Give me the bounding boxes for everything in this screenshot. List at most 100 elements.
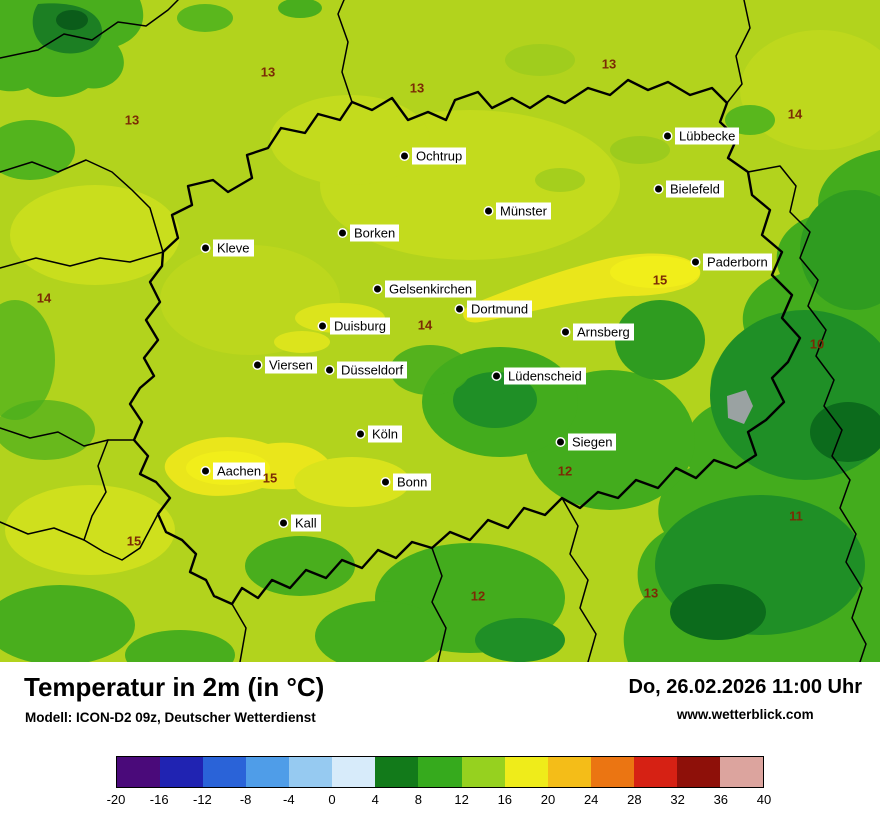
city-dot bbox=[254, 361, 261, 369]
temp-value-label: 11 bbox=[789, 508, 803, 524]
temp-value-label: 12 bbox=[470, 588, 486, 604]
city-dot bbox=[357, 430, 364, 438]
website-url: www.wetterblick.com bbox=[676, 707, 814, 722]
map-overlay: Ochtrup Lübbecke Bielefeld Münster Borken Kle… bbox=[36, 56, 825, 604]
city-marker-ochtrup: Ochtrup bbox=[401, 147, 467, 165]
legend-tick-label: -8 bbox=[239, 792, 252, 807]
city-dot bbox=[374, 285, 381, 293]
border-belgium-3 bbox=[0, 513, 159, 561]
legend-color-segment bbox=[676, 757, 720, 787]
city-marker-dortmund: Dortmund bbox=[456, 300, 533, 318]
city-dot bbox=[202, 244, 209, 252]
city-marker-d-sseldorf: Düsseldorf bbox=[326, 361, 408, 379]
map-section: Ochtrup Lübbecke Bielefeld Münster Borken Kle… bbox=[0, 0, 880, 662]
city-dot bbox=[562, 328, 569, 336]
city-marker-arnsberg: Arnsberg bbox=[562, 323, 634, 341]
city-dot bbox=[339, 229, 346, 237]
temp-value-label: 15 bbox=[126, 533, 142, 549]
legend-tick-label: 24 bbox=[583, 792, 599, 807]
city-dot bbox=[401, 152, 408, 160]
temp-value-label: 13 bbox=[601, 56, 617, 72]
legend-tick-label: -16 bbox=[149, 792, 169, 807]
city-label: Düsseldorf bbox=[337, 361, 408, 379]
legend-tick-label: 16 bbox=[497, 792, 513, 807]
temp-value-label: 14 bbox=[417, 317, 433, 333]
legend-tick-label: 0 bbox=[328, 792, 336, 807]
city-label: Münster bbox=[496, 202, 551, 220]
temp-value-label: 13 bbox=[260, 64, 276, 80]
temp-value-label: 15 bbox=[652, 272, 668, 288]
border-netherlands-mid bbox=[0, 159, 164, 253]
legend-tick-label: 4 bbox=[371, 792, 379, 807]
border-hesse-east bbox=[747, 165, 867, 662]
city-label: Ochtrup bbox=[412, 147, 467, 165]
legend-tick-label: 28 bbox=[627, 792, 642, 807]
page-title: Temperatur in 2m (in °C) bbox=[24, 672, 325, 702]
legend-color-segment bbox=[719, 757, 763, 787]
legend-tick-label: 32 bbox=[670, 792, 685, 807]
temperature-legend: -20 -16 -12 -8 -4 0 4 8 12 16 20 24 28 32 36 40 bbox=[107, 756, 772, 810]
footer: Temperatur in 2m (in °C) Modell: ICON-D2… bbox=[0, 662, 880, 830]
temp-value-label: 14 bbox=[787, 106, 803, 122]
city-marker-bonn: Bonn bbox=[382, 473, 432, 491]
city-label: Paderborn bbox=[703, 253, 772, 271]
legend-color-segment bbox=[461, 757, 505, 787]
city-dot bbox=[664, 132, 671, 140]
city-label: Lüdenscheid bbox=[504, 367, 586, 385]
city-dot bbox=[456, 305, 463, 313]
border-rlp-hesse-south bbox=[561, 497, 597, 662]
temp-value-label: 15 bbox=[262, 470, 278, 486]
temp-value-label: 12 bbox=[557, 463, 573, 479]
city-label: Aachen bbox=[213, 462, 266, 480]
city-label: Kall bbox=[291, 514, 321, 532]
temp-value-label: 13 bbox=[643, 585, 659, 601]
temp-value-label: 14 bbox=[36, 290, 52, 306]
legend-tick-label: -12 bbox=[192, 792, 212, 807]
legend-color-segment bbox=[547, 757, 591, 787]
city-marker-l-bbecke: Lübbecke bbox=[664, 127, 740, 145]
city-dot bbox=[655, 185, 662, 193]
city-label: Arnsberg bbox=[573, 323, 634, 341]
city-dot bbox=[326, 366, 333, 374]
border-netherlands-west bbox=[0, 251, 164, 269]
legend-bar bbox=[116, 756, 764, 788]
temp-value-label: 10 bbox=[809, 336, 825, 352]
temp-value-label: 13 bbox=[409, 80, 425, 96]
model-info: Modell: ICON-D2 09z, Deutscher Wetterdie… bbox=[25, 710, 316, 725]
city-marker-duisburg: Duisburg bbox=[319, 317, 391, 335]
legend-tick-label: 20 bbox=[540, 792, 556, 807]
city-label: Gelsenkirchen bbox=[385, 280, 477, 298]
city-dot bbox=[692, 258, 699, 266]
city-dot bbox=[382, 478, 389, 486]
city-label: Bonn bbox=[393, 473, 432, 491]
border-belgium-2 bbox=[83, 439, 109, 541]
legend-color-segment bbox=[418, 757, 462, 787]
city-marker-gelsenkirchen: Gelsenkirchen bbox=[374, 280, 477, 298]
city-dot bbox=[280, 519, 287, 527]
legend-tick-label: -4 bbox=[283, 792, 295, 807]
legend-color-segment bbox=[590, 757, 634, 787]
city-marker-kleve: Kleve bbox=[202, 239, 254, 257]
city-marker-bielefeld: Bielefeld bbox=[655, 180, 724, 198]
legend-color-segment bbox=[246, 757, 290, 787]
state-borders bbox=[0, 0, 867, 662]
temp-value-label: 13 bbox=[124, 112, 140, 128]
legend-labels: -20 -16 -12 -8 -4 0 4 8 12 16 20 24 28 32 36 40 bbox=[107, 792, 772, 810]
city-label: Köln bbox=[368, 425, 403, 443]
border-netherlands-north bbox=[0, 0, 179, 59]
legend-tick-label: 36 bbox=[713, 792, 729, 807]
city-dot bbox=[485, 207, 492, 215]
city-label: Siegen bbox=[568, 433, 617, 451]
legend-tick-label: 40 bbox=[756, 792, 772, 807]
city-marker-siegen: Siegen bbox=[557, 433, 617, 451]
city-dot bbox=[319, 322, 326, 330]
legend-color-segment bbox=[289, 757, 333, 787]
border-netherlands-top bbox=[337, 0, 353, 103]
legend-tick-label: 12 bbox=[454, 792, 469, 807]
city-label: Bielefeld bbox=[666, 180, 724, 198]
city-marker-k-ln: Köln bbox=[357, 425, 403, 443]
border-nrw-outline bbox=[128, 78, 802, 606]
city-label: Duisburg bbox=[330, 317, 391, 335]
city-marker-paderborn: Paderborn bbox=[692, 253, 772, 271]
